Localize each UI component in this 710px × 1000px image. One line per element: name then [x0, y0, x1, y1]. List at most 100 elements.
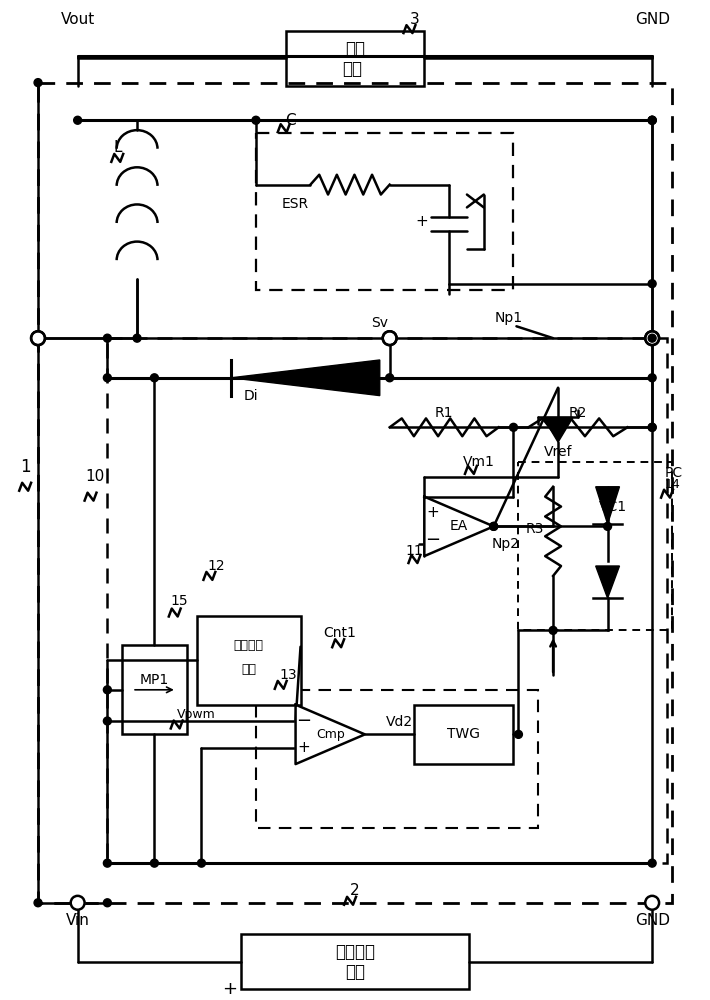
Circle shape: [104, 859, 111, 867]
Circle shape: [648, 423, 656, 431]
Circle shape: [510, 423, 518, 431]
Text: PC: PC: [665, 466, 683, 480]
Circle shape: [197, 859, 205, 867]
Text: Vout: Vout: [60, 12, 94, 27]
Text: C: C: [285, 113, 296, 128]
Circle shape: [648, 280, 656, 288]
Text: R1: R1: [435, 406, 454, 420]
Circle shape: [604, 522, 611, 530]
Text: 10: 10: [85, 469, 104, 484]
Polygon shape: [596, 566, 619, 598]
Bar: [415, 705, 513, 764]
Circle shape: [515, 730, 523, 738]
Circle shape: [648, 116, 656, 124]
Circle shape: [645, 331, 659, 345]
Bar: [122, 645, 187, 734]
Circle shape: [645, 896, 659, 910]
Circle shape: [104, 686, 111, 694]
Polygon shape: [596, 487, 619, 524]
Text: 负载: 负载: [345, 40, 365, 58]
Circle shape: [151, 374, 158, 382]
Circle shape: [31, 331, 45, 345]
Text: Np2: Np2: [491, 537, 520, 551]
Circle shape: [71, 896, 84, 910]
Text: −: −: [425, 531, 439, 549]
Circle shape: [490, 522, 498, 530]
Circle shape: [549, 626, 557, 634]
Text: 电路: 电路: [241, 663, 256, 676]
Text: 14: 14: [665, 478, 681, 491]
Text: Vref: Vref: [544, 445, 572, 459]
Text: 1: 1: [20, 458, 31, 476]
Polygon shape: [543, 417, 573, 442]
Circle shape: [648, 116, 656, 124]
Circle shape: [74, 116, 82, 124]
Text: L: L: [113, 140, 121, 155]
Text: 3: 3: [410, 12, 420, 27]
Circle shape: [104, 717, 111, 725]
Polygon shape: [295, 705, 365, 764]
Circle shape: [31, 331, 45, 345]
Text: Cmp: Cmp: [316, 728, 344, 741]
Circle shape: [104, 899, 111, 907]
Polygon shape: [231, 360, 380, 396]
Bar: [197, 616, 300, 705]
Circle shape: [490, 522, 498, 530]
Text: EA: EA: [450, 519, 468, 533]
Bar: [38, 83, 672, 903]
Text: −: −: [296, 712, 311, 730]
Circle shape: [252, 116, 260, 124]
Text: 12: 12: [207, 559, 225, 573]
Text: MP1: MP1: [140, 673, 169, 687]
Circle shape: [383, 331, 397, 345]
Bar: [241, 934, 469, 989]
Polygon shape: [425, 497, 493, 556]
Circle shape: [34, 899, 42, 907]
Text: R2: R2: [569, 406, 587, 420]
Text: Di: Di: [244, 389, 258, 403]
Text: Np1: Np1: [494, 311, 523, 325]
Bar: [107, 338, 667, 863]
Circle shape: [648, 859, 656, 867]
Text: Vin: Vin: [66, 913, 89, 928]
Bar: [256, 133, 513, 290]
Text: Vpwm: Vpwm: [177, 708, 215, 721]
Circle shape: [104, 334, 111, 342]
Circle shape: [104, 374, 111, 382]
Text: R3: R3: [526, 522, 545, 536]
Text: VC1: VC1: [599, 500, 627, 514]
Circle shape: [648, 334, 656, 342]
Text: 电路: 电路: [342, 60, 362, 78]
Text: +: +: [415, 214, 427, 229]
Bar: [518, 462, 672, 630]
Circle shape: [648, 116, 656, 124]
Text: +: +: [426, 505, 439, 520]
Text: GND: GND: [635, 913, 670, 928]
Text: 2: 2: [350, 883, 360, 898]
Circle shape: [645, 331, 659, 345]
Text: +: +: [222, 980, 236, 998]
Text: 检测控制: 检测控制: [234, 639, 263, 652]
Circle shape: [151, 859, 158, 867]
Text: Cnt1: Cnt1: [324, 626, 356, 640]
Circle shape: [133, 334, 141, 342]
Text: Vd2: Vd2: [386, 715, 413, 729]
Text: 非稳定化: 非稳定化: [335, 943, 375, 961]
Text: 11: 11: [405, 544, 423, 558]
Circle shape: [648, 374, 656, 382]
Text: GND: GND: [635, 12, 670, 27]
Text: Sv: Sv: [371, 316, 388, 330]
Text: Vm1: Vm1: [463, 455, 495, 469]
Circle shape: [648, 423, 656, 431]
Circle shape: [386, 374, 393, 382]
Text: +: +: [297, 740, 310, 755]
Text: ESR: ESR: [282, 197, 309, 211]
Text: 13: 13: [280, 668, 297, 682]
Text: 15: 15: [171, 594, 188, 608]
Circle shape: [383, 331, 397, 345]
Bar: [256, 690, 538, 828]
Bar: [285, 31, 425, 86]
Text: TWG: TWG: [447, 727, 481, 741]
Text: 电源: 电源: [345, 963, 365, 981]
Circle shape: [34, 79, 42, 87]
